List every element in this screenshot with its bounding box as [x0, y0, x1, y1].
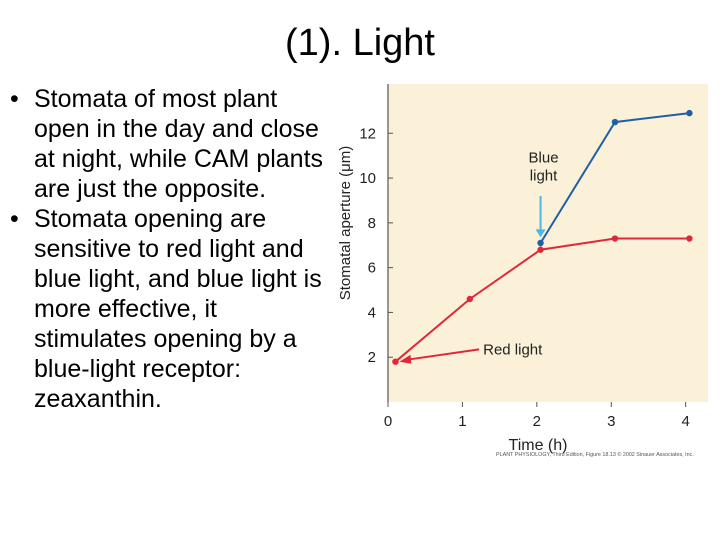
data-point: [537, 246, 544, 253]
y-tick-label: 4: [368, 304, 376, 321]
x-tick-label: 2: [533, 413, 541, 430]
x-ticks: 0 1 2 3 4: [384, 402, 690, 430]
y-axis-label: Stomatal aperture (μm): [337, 146, 354, 301]
data-point: [611, 118, 619, 126]
bullet-text: Stomata opening are sensitive to red lig…: [34, 205, 322, 413]
y-tick-label: 2: [368, 349, 376, 366]
bullet-item: • Stomata of most plant open in the day a…: [8, 84, 328, 204]
red-light-arrow: [407, 348, 480, 361]
data-point: [686, 235, 693, 242]
data-point: [537, 239, 544, 247]
bullet-dot-icon: •: [10, 205, 19, 233]
x-tick-label: 0: [384, 413, 392, 430]
blue-light-arrowhead-icon: [535, 229, 546, 238]
y-ticks: 2 4 6 8 10 12: [359, 125, 393, 366]
bullet-item: • Stomata opening are sensitive to red li…: [8, 204, 328, 414]
red-light-arrowhead-icon: [399, 354, 412, 364]
x-tick-label: 4: [682, 413, 690, 430]
bullet-list: • Stomata of most plant open in the day a…: [8, 84, 328, 414]
bullet-dot-icon: •: [10, 85, 19, 113]
y-tick-label: 8: [368, 215, 376, 232]
bullet-text: Stomata of most plant open in the day an…: [34, 85, 324, 203]
y-tick-label: 12: [359, 125, 376, 142]
annotation-label: Red light: [483, 341, 543, 358]
series-layer: [392, 109, 693, 365]
data-point: [686, 109, 693, 117]
x-axis-label: Time (h): [509, 437, 568, 454]
data-point: [392, 358, 399, 365]
figure-credit: PLANT PHYSIOLOGY, Third Edition, Figure …: [496, 451, 694, 458]
plot-background: [388, 84, 708, 402]
annotation-label: light: [530, 167, 558, 184]
x-tick-label: 3: [607, 413, 615, 430]
y-tick-label: 10: [359, 170, 376, 187]
annotation-label: Blue: [529, 149, 559, 166]
y-tick-label: 6: [368, 260, 376, 277]
x-tick-label: 1: [458, 413, 466, 430]
data-point: [611, 235, 619, 242]
data-point: [466, 295, 474, 303]
slide-title: (1). Light: [285, 22, 435, 64]
